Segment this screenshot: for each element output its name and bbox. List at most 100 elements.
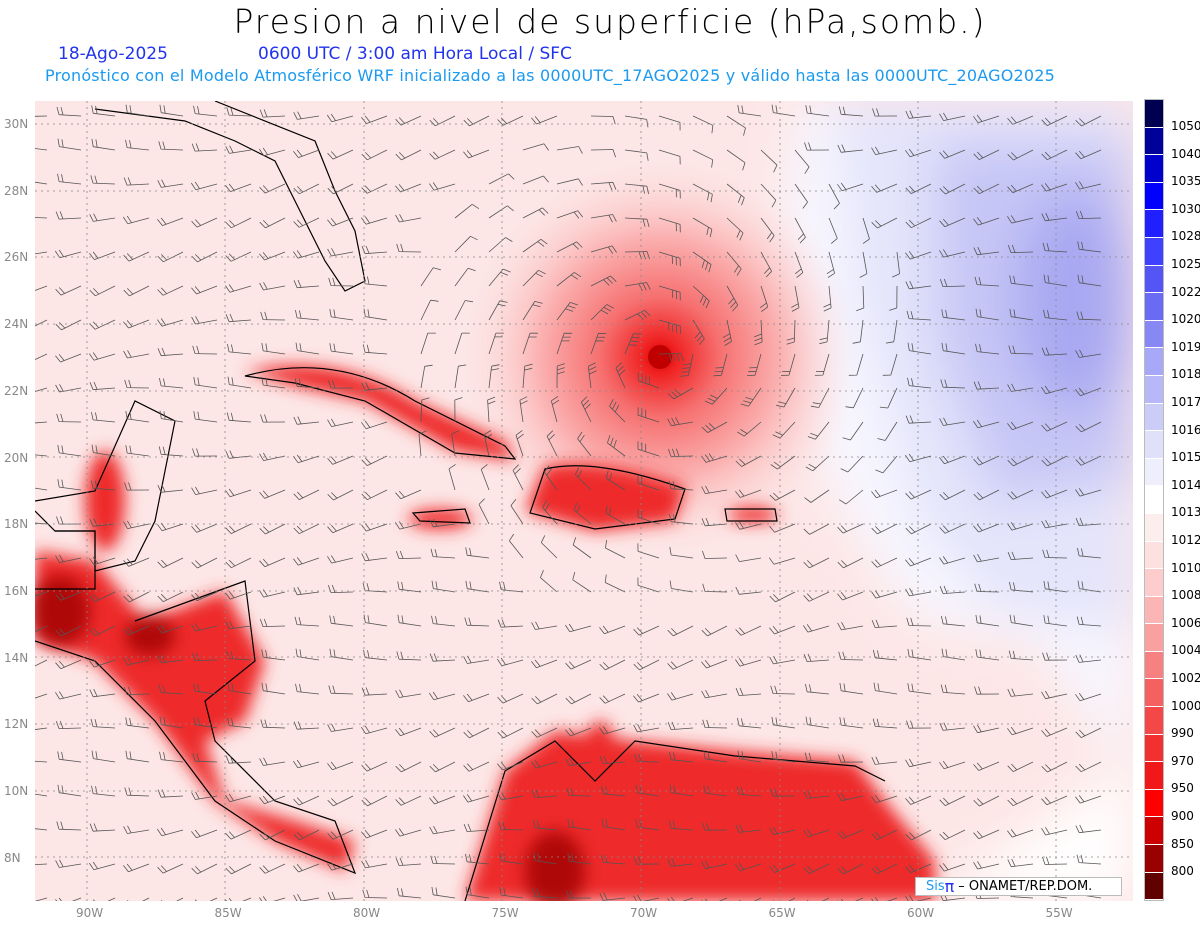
wind-barb: [1007, 215, 1034, 224]
coastlines: [35, 101, 886, 901]
wind-barb: [1007, 421, 1034, 431]
wind-barb: [973, 419, 1000, 429]
colorbar-label: 1004: [1171, 643, 1200, 658]
colorbar-label: 1040: [1171, 146, 1200, 161]
wind-barb: [973, 489, 1000, 501]
wind-barb: [123, 557, 150, 567]
wind-barb: [759, 285, 769, 312]
wind-barb: [465, 547, 490, 559]
wind-barb: [667, 659, 694, 670]
wind-barb: [397, 614, 422, 627]
wind-barb: [768, 557, 796, 565]
wind-barb: [397, 887, 422, 899]
colorbar-bin: [1145, 541, 1163, 570]
wind-barb: [55, 659, 82, 670]
wind-barb: [1041, 212, 1068, 222]
colorbar-label: 990: [1171, 726, 1194, 741]
wind-barb: [658, 353, 684, 362]
wind-barb: [565, 693, 592, 705]
wind-barb: [624, 309, 651, 321]
wind-barb: [1075, 824, 1102, 834]
wind-barb: [57, 444, 82, 457]
wind-barb: [737, 104, 762, 117]
wind-barb: [791, 285, 800, 312]
wind-barb: [89, 591, 116, 602]
wind-barb: [157, 557, 184, 568]
wind-barb: [735, 862, 762, 872]
wind-barb: [1041, 727, 1068, 737]
colorbar-label: 1017: [1171, 395, 1200, 409]
wind-barb: [624, 217, 650, 228]
colorbar-label: 970: [1171, 753, 1194, 768]
wind-barb: [191, 591, 218, 602]
wind-barb: [769, 489, 796, 501]
wind-barb: [363, 276, 388, 287]
wind-barb: [89, 659, 116, 668]
wind-barb: [599, 625, 626, 635]
wind-barb: [905, 895, 932, 901]
wind-barb: [293, 111, 320, 120]
colorbar-bin: [1145, 817, 1163, 846]
wind-barb: [658, 319, 681, 334]
wind-barb: [565, 758, 592, 767]
wind-barb: [488, 364, 500, 389]
wind-barb: [1008, 650, 1034, 661]
wind-barb: [1075, 761, 1102, 773]
wind-barb: [590, 275, 617, 287]
wind-barb: [159, 410, 184, 423]
wind-barb: [499, 887, 524, 899]
lat-tick: 18N: [4, 517, 29, 532]
wind-barb: [89, 861, 116, 871]
wind-barb: [624, 183, 649, 195]
wind-barb: [91, 750, 116, 763]
wind-barb: [454, 300, 474, 321]
wind-barb: [1041, 455, 1068, 467]
wind-barb: [567, 853, 592, 865]
wind-barb: [939, 795, 966, 806]
colorbar-bin: [1145, 569, 1163, 597]
wind-barb: [55, 859, 82, 868]
wind-barb: [35, 659, 48, 667]
wind-barb: [872, 108, 898, 117]
wind-barb: [463, 823, 490, 832]
wind-barb: [740, 387, 762, 407]
colorbar-label: 1050: [1171, 119, 1200, 133]
wind-barb: [429, 149, 456, 160]
wind-barb: [293, 557, 320, 566]
lon-tick: 90W: [76, 906, 104, 920]
wind-barb: [159, 751, 184, 763]
wind-barb: [89, 823, 116, 832]
wind-barb: [794, 251, 804, 278]
wind-barb: [124, 379, 150, 389]
wind-barb: [295, 683, 320, 695]
wind-barb: [464, 617, 490, 627]
wind-barb: [327, 829, 354, 840]
wind-barb: [293, 416, 320, 425]
wind-barb: [1007, 455, 1034, 467]
wind-barb: [780, 353, 796, 376]
wind-barb: [875, 455, 898, 474]
wind-barb: [973, 455, 1000, 466]
wind-barb: [658, 285, 681, 301]
wind-barb: [260, 311, 286, 321]
wind-barb: [838, 651, 864, 661]
wind-barb: [905, 217, 932, 229]
colorbar-bin: [1145, 320, 1163, 349]
wind-barb: [736, 786, 762, 797]
wind-barb: [692, 183, 713, 203]
wind-barb: [123, 625, 150, 636]
wind-barb: [35, 863, 48, 866]
wind-barb: [803, 557, 830, 569]
wind-barb: [293, 217, 320, 228]
wind-barb: [395, 828, 422, 837]
wind-barb: [454, 364, 467, 389]
wind-barb: [258, 147, 286, 157]
wind-barb: [463, 149, 490, 159]
colorbar-bin: [1145, 293, 1163, 321]
wind-barb: [488, 205, 514, 219]
wind-barb: [624, 115, 649, 128]
wind-barb: [877, 421, 898, 441]
wind-barb: [1077, 241, 1102, 253]
wind-barb: [361, 795, 388, 807]
wind-barb: [587, 362, 597, 389]
